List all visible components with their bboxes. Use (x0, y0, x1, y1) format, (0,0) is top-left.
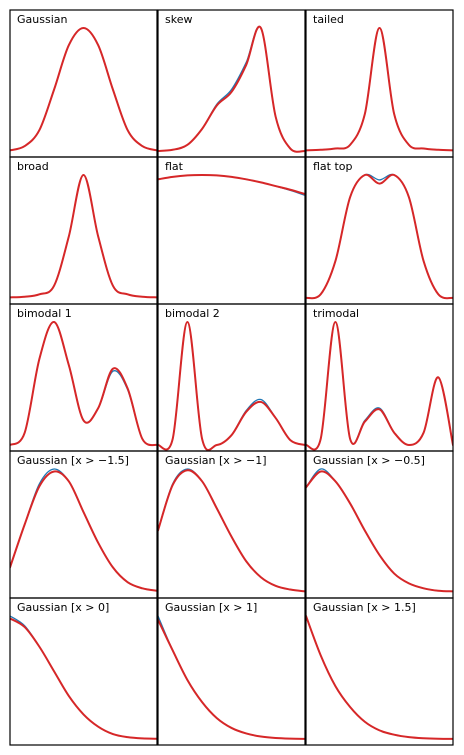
approximation-curve (306, 615, 453, 740)
panel-title: Gaussian [x > −1.5] (17, 454, 129, 467)
panel-title: Gaussian [x > 1.5] (313, 601, 416, 614)
chart-panel: bimodal 1 (9, 303, 158, 452)
panel-title: Gaussian [x > −0.5] (313, 454, 425, 467)
panel-title: trimodal (313, 307, 359, 320)
reference-curve (306, 615, 453, 740)
chart-panel: skew (157, 9, 306, 158)
reference-curve (306, 468, 453, 593)
approximation-curve (306, 173, 453, 300)
approximation-curve (306, 321, 453, 451)
panel-curves (158, 321, 305, 451)
reference-curve (10, 321, 157, 446)
panel-title: flat (165, 160, 184, 173)
panel-title: bimodal 1 (17, 307, 72, 320)
approximation-curve (158, 174, 305, 196)
reference-curve (158, 615, 305, 740)
reference-curve (158, 25, 305, 153)
reference-curve (306, 27, 453, 152)
panel-title: tailed (313, 13, 344, 26)
approximation-curve (10, 27, 157, 152)
panel-frame (9, 303, 158, 452)
panel-curves (10, 321, 157, 447)
reference-curve (10, 174, 157, 299)
chart-panel: Gaussian (9, 9, 158, 158)
chart-panel: Gaussian [x > 1] (157, 597, 306, 746)
panel-frame (9, 450, 158, 599)
chart-panel: Gaussian [x > −1] (157, 450, 306, 599)
reference-curve (10, 27, 157, 152)
chart-panel: bimodal 2 (157, 303, 306, 452)
panel-title: flat top (313, 160, 353, 173)
panel-frame (305, 597, 454, 746)
approximation-curve (306, 27, 453, 152)
panel-curves (10, 174, 157, 299)
chart-panel: broad (9, 156, 158, 305)
approximation-curve (158, 321, 305, 451)
panel-curves (10, 615, 157, 740)
panel-curves (158, 468, 305, 593)
panel-curves (10, 468, 157, 592)
chart-panel: tailed (305, 9, 454, 158)
chart-panel: Gaussian [x > 1.5] (305, 597, 454, 746)
chart-panel: Gaussian [x > −0.5] (305, 450, 454, 599)
panel-title: bimodal 2 (165, 307, 220, 320)
panel-curves (306, 468, 453, 593)
panel-curves (158, 25, 305, 153)
chart-panel: Gaussian [x > 0] (9, 597, 158, 746)
reference-curve (158, 174, 305, 196)
panel-curves (158, 174, 305, 196)
chart-panel: flat top (305, 156, 454, 305)
panel-curves (306, 173, 453, 300)
panel-title: Gaussian [x > 1] (165, 601, 257, 614)
panel-curves (10, 27, 157, 152)
panel-curves (158, 615, 305, 740)
approximation-curve (10, 470, 157, 592)
approximation-curve (158, 25, 305, 153)
approximation-curve (306, 470, 453, 593)
panel-title: skew (165, 13, 192, 26)
panel-frame (9, 9, 158, 158)
chart-panel: flat (157, 156, 306, 305)
panel-curves (306, 615, 453, 740)
approximation-curve (10, 617, 157, 740)
reference-curve (10, 468, 157, 592)
approximation-curve (158, 469, 305, 593)
reference-curve (306, 321, 453, 451)
chart-panel: Gaussian [x > −1.5] (9, 450, 158, 599)
panel-title: Gaussian [x > −1] (165, 454, 266, 467)
panel-curves (306, 321, 453, 451)
panel-curves (306, 27, 453, 152)
panel-title: Gaussian (17, 13, 67, 26)
panel-title: broad (17, 160, 49, 173)
panel-frame (157, 9, 306, 158)
panel-frame (9, 597, 158, 746)
panel-frame (157, 597, 306, 746)
reference-curve (158, 468, 305, 593)
approximation-curve (10, 174, 157, 299)
panel-frame (157, 156, 306, 305)
approximation-curve (10, 321, 157, 447)
panel-frame (9, 156, 158, 305)
approximation-curve (158, 618, 305, 740)
panel-frame (305, 9, 454, 158)
panel-title: Gaussian [x > 0] (17, 601, 109, 614)
chart-panel: trimodal (305, 303, 454, 452)
